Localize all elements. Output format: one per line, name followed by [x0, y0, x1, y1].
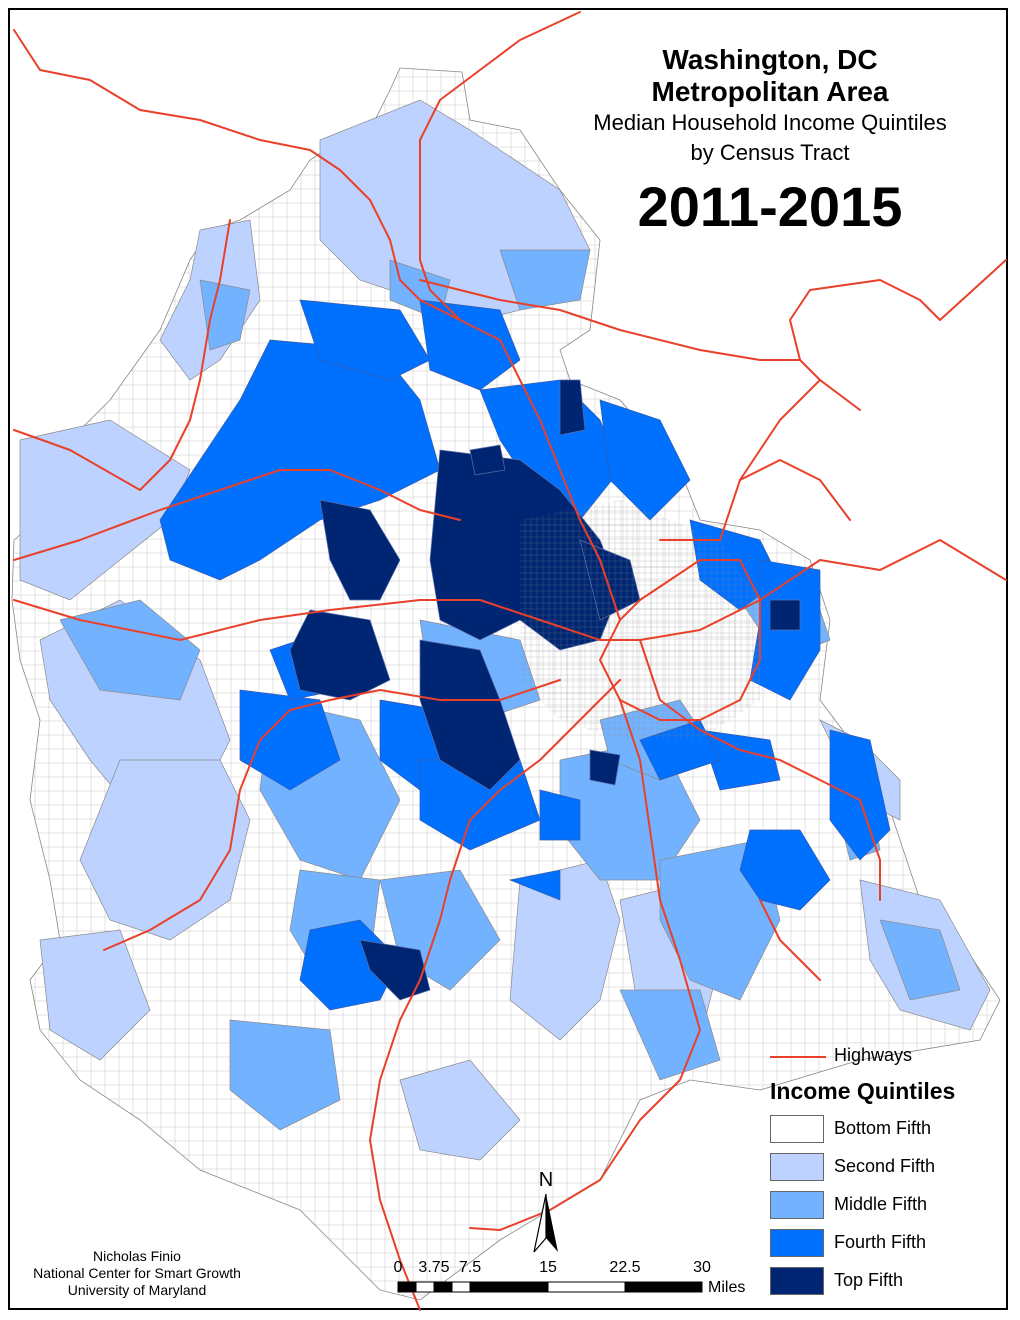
- legend-class-row: Middle Fifth: [768, 1189, 998, 1227]
- credit-organization: National Center for Smart Growth: [33, 1265, 241, 1281]
- legend-class-label: Bottom Fifth: [834, 1118, 932, 1138]
- legend-class-label: Fourth Fifth: [834, 1232, 927, 1252]
- title-line-1: Washington, DC: [662, 44, 878, 75]
- scale-tick-3: 15: [539, 1259, 557, 1276]
- scale-tick-0: 0: [394, 1259, 403, 1276]
- title-line-2: Metropolitan Area: [651, 76, 889, 107]
- highway-line-symbol: [770, 1056, 826, 1058]
- map-frame: [8, 8, 1008, 1310]
- legend: Highways Income Quintiles Bottom Fifth Se…: [768, 1042, 998, 1303]
- year-range: 2011-2015: [637, 175, 903, 238]
- legend-class-label: Top Fifth: [834, 1270, 904, 1290]
- highways: [13, 11, 1007, 1311]
- legend-class-label: Second Fifth: [834, 1156, 936, 1176]
- credit-author: Nicholas Finio: [93, 1248, 181, 1264]
- scale-tick-2: 7.5: [459, 1259, 481, 1276]
- credit-university: University of Maryland: [67, 1282, 207, 1298]
- fourth-fifth-areas: [159, 299, 891, 1011]
- scale-tick-5: 30: [693, 1259, 711, 1276]
- scale-bar: 0 3.75 7.5 15 22.5 30 Miles: [394, 1259, 746, 1296]
- legend-highways: Highways: [768, 1042, 998, 1070]
- scale-unit: Miles: [708, 1279, 745, 1296]
- legend-class-row: Second Fifth: [768, 1151, 998, 1189]
- legend-classes: Bottom Fifth Second Fifth Middle Fifth Four…: [768, 1113, 998, 1303]
- legend-class-label: Middle Fifth: [834, 1194, 928, 1214]
- legend-class-row: Top Fifth: [768, 1265, 998, 1303]
- legend-swatch: [770, 1267, 824, 1295]
- title-block: Washington, DC Metropolitan Area Median …: [540, 44, 1000, 238]
- legend-highways-label: Highways: [834, 1045, 913, 1065]
- legend-swatch: [770, 1191, 824, 1219]
- subtitle-line-1: Median Household Income Quintiles: [593, 110, 947, 135]
- legend-swatch: [770, 1153, 824, 1181]
- north-letter: N: [539, 1169, 553, 1191]
- legend-swatch: [770, 1115, 824, 1143]
- legend-heading: Income Quintiles: [770, 1078, 956, 1104]
- subtitle-line-2: by Census Tract: [690, 140, 850, 165]
- scale-bar-segments: [397, 1281, 703, 1293]
- credit-block: Nicholas Finio National Center for Smart…: [10, 1248, 264, 1299]
- north-arrow-icon: N: [533, 1169, 558, 1253]
- scale-tick-1: 3.75: [418, 1259, 449, 1276]
- legend-swatch: [770, 1229, 824, 1257]
- scale-tick-4: 22.5: [609, 1259, 640, 1276]
- legend-class-row: Bottom Fifth: [768, 1113, 998, 1151]
- legend-class-row: Fourth Fifth: [768, 1227, 998, 1265]
